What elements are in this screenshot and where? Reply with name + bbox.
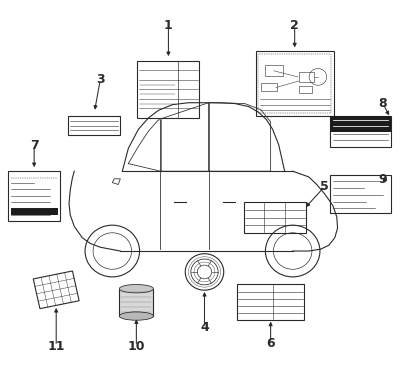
Text: 9: 9 [379,173,387,186]
Bar [119,289,153,316]
FancyBboxPatch shape [244,202,306,233]
Text: 4: 4 [200,321,209,334]
Text: 7: 7 [30,139,38,152]
FancyBboxPatch shape [330,116,391,147]
FancyBboxPatch shape [256,51,334,116]
Bar [330,116,391,132]
Text: 11: 11 [47,340,65,353]
Text: 6: 6 [266,336,275,350]
Bar [265,66,283,76]
Text: 10: 10 [128,340,145,353]
Bar [261,83,276,91]
Bar [299,72,314,82]
Text: 2: 2 [290,19,299,33]
FancyBboxPatch shape [237,284,304,320]
Text: 1: 1 [164,19,173,33]
Bar [11,208,58,215]
Bar [299,86,312,93]
Ellipse shape [119,284,153,293]
Ellipse shape [119,312,153,320]
FancyBboxPatch shape [9,171,60,221]
FancyBboxPatch shape [68,116,120,135]
FancyBboxPatch shape [137,61,200,118]
Text: 8: 8 [379,97,387,110]
Text: 3: 3 [96,73,105,87]
Polygon shape [33,271,79,308]
FancyBboxPatch shape [330,175,391,213]
Text: 5: 5 [320,180,329,193]
